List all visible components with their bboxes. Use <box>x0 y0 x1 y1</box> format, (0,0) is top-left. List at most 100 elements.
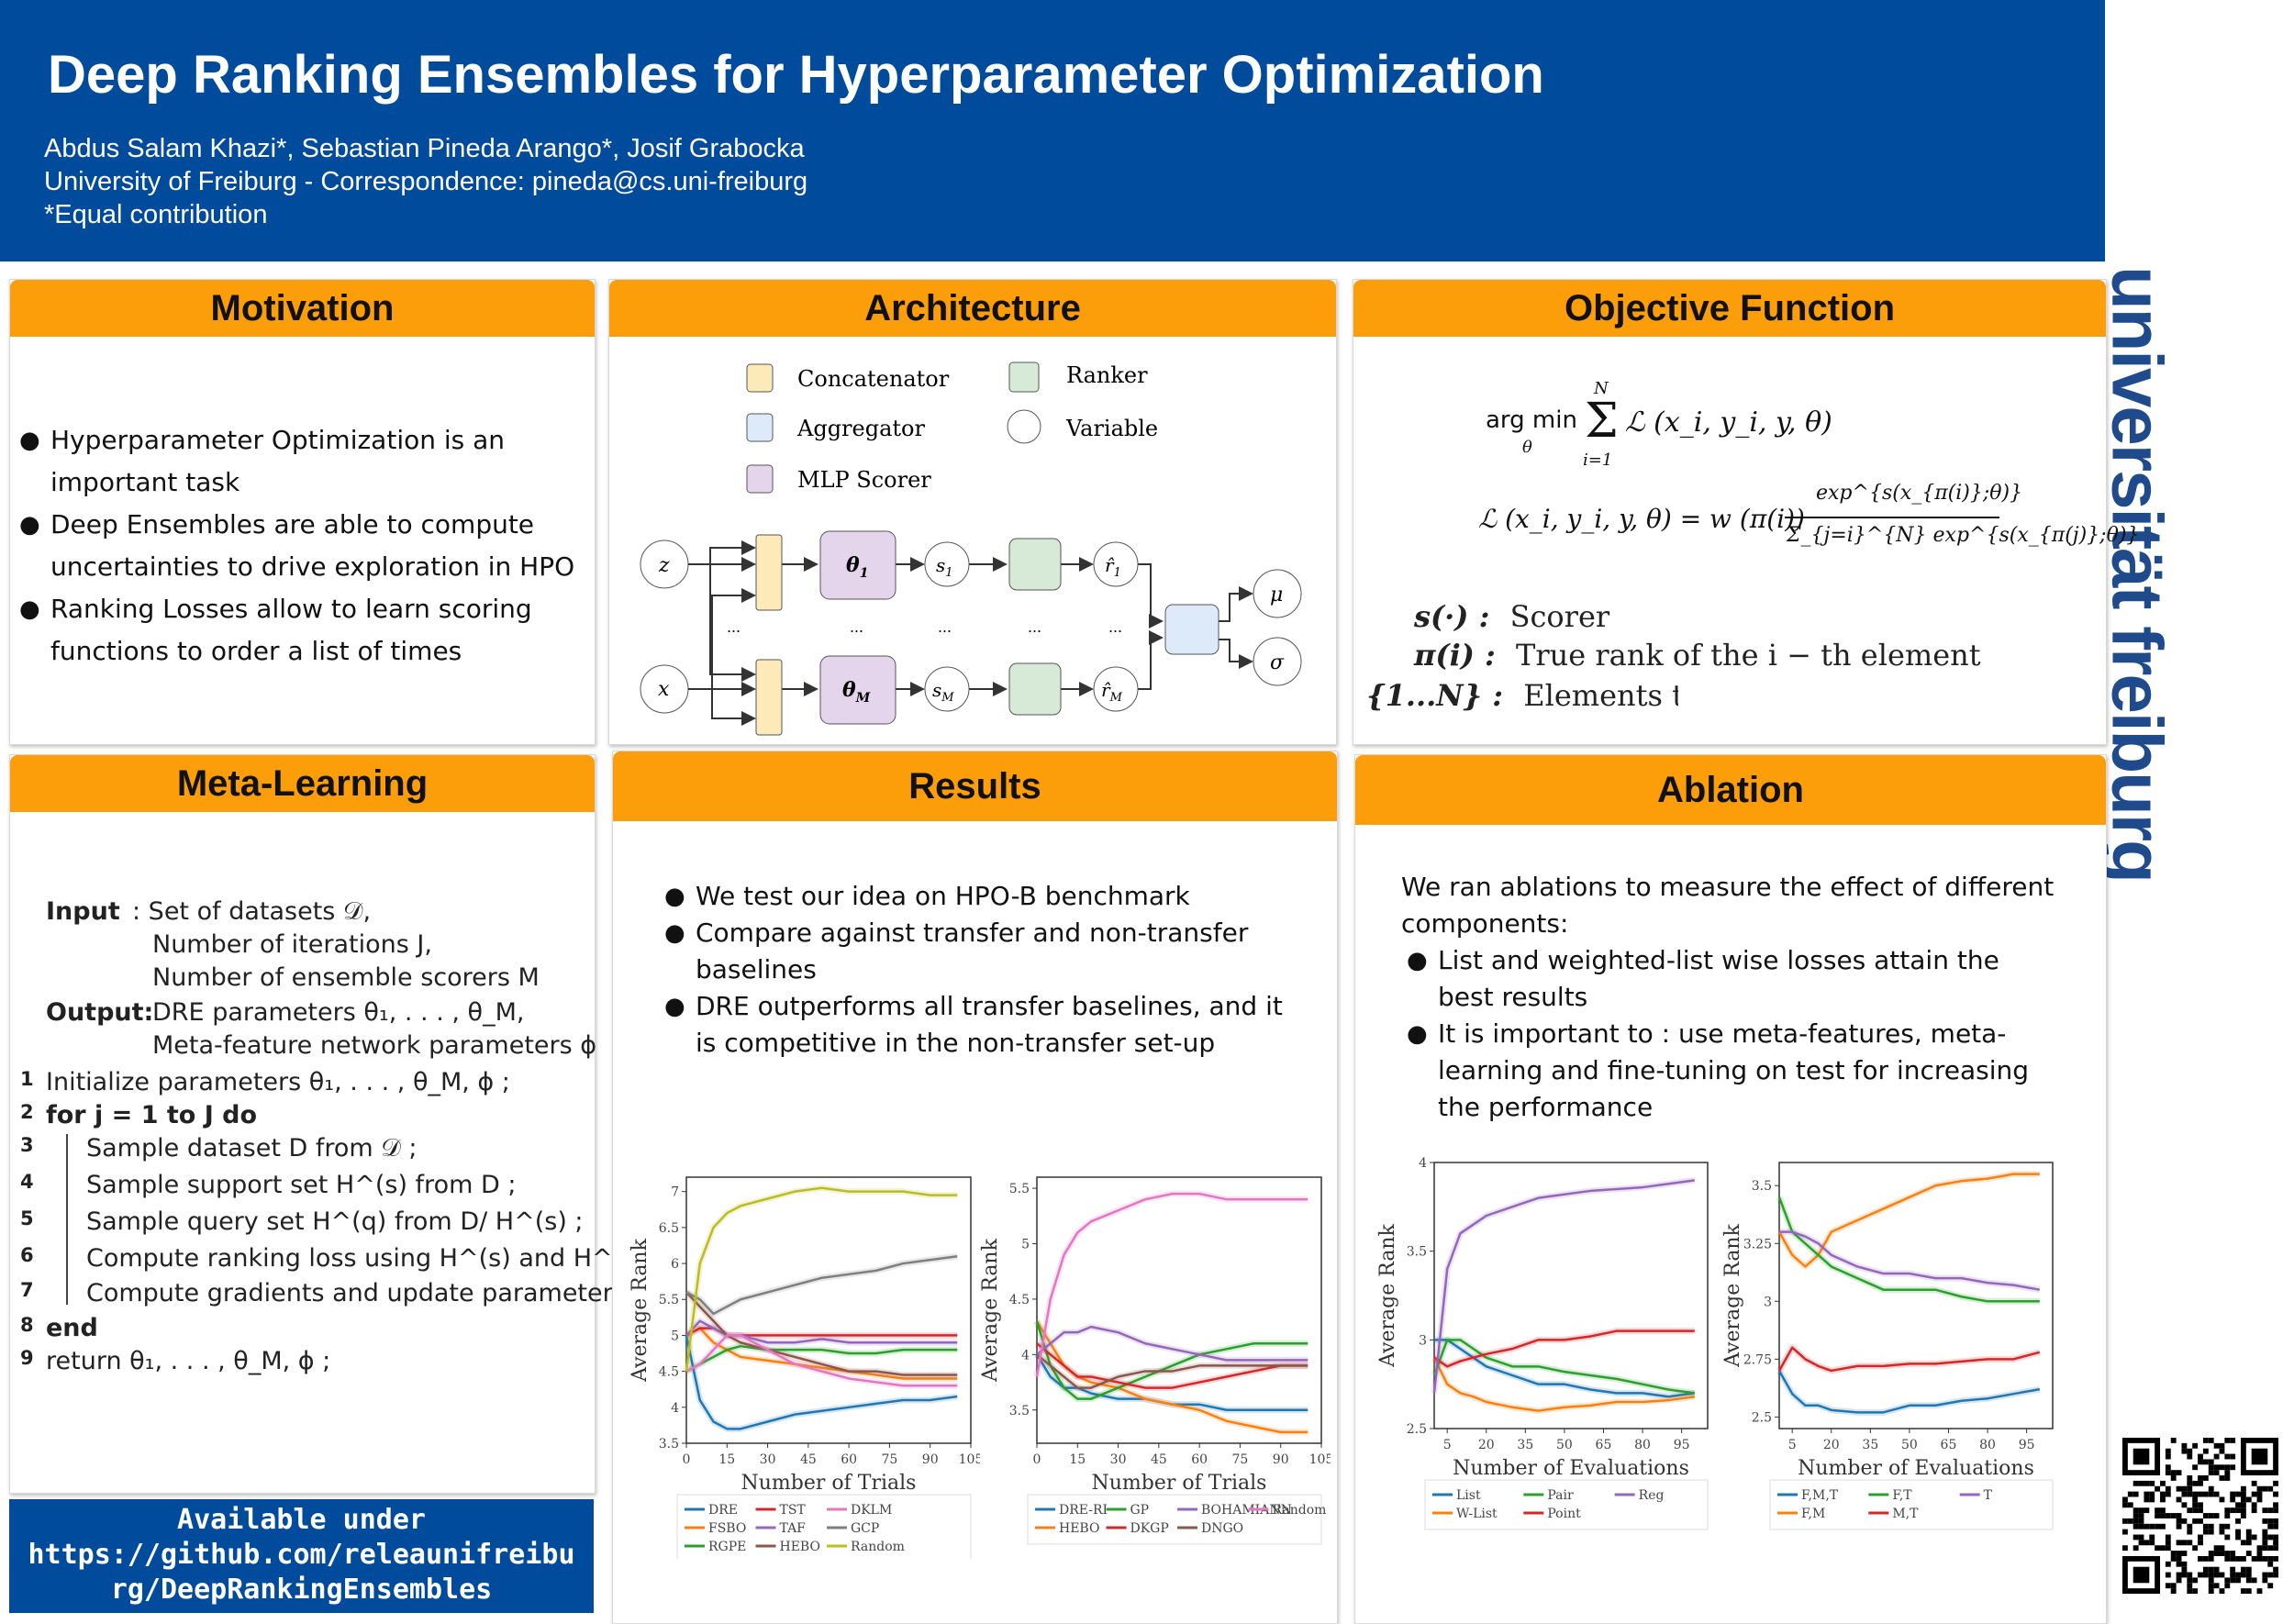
series-line <box>1036 1342 1308 1389</box>
legend-label: TST <box>780 1503 807 1518</box>
list-item: Deep Ensembles are able to compute uncer… <box>14 504 587 588</box>
x-tick-label: 15 <box>718 1452 735 1467</box>
score-sm-node <box>924 666 970 712</box>
list-item: It is important to : use meta-features, … <box>1401 1016 2062 1126</box>
scorer-theta-m <box>819 655 896 725</box>
x-tick-label: 50 <box>1556 1438 1573 1452</box>
algo-line: 6 Compute ranking loss using H^(s) and H^… <box>20 1244 664 1273</box>
ellipsis: ... <box>850 617 863 636</box>
poster-title: Deep Ranking Ensembles for Hyperparamete… <box>48 45 1544 105</box>
university-logo: universität freiburg <box>2097 266 2178 882</box>
score-s1-node <box>924 541 970 587</box>
mu-label: μ <box>1270 584 1283 606</box>
y-tick-label: 4.5 <box>1009 1293 1030 1307</box>
legend-label: Pair <box>1547 1488 1574 1503</box>
list-item: Ranking Losses allow to learn scoring fu… <box>14 588 587 673</box>
loss-denominator: Σ_{j=i}^{N} exp^{s(x_{π(j)};θ)} <box>1787 524 2140 547</box>
series-line <box>685 1254 958 1316</box>
legend-mlp-scorer: MLP Scorer <box>797 467 931 493</box>
y-tick-label: 3.25 <box>1743 1237 1772 1251</box>
def-elements: {1...N} : Elements to rank <box>1366 678 1678 713</box>
aggregator-block <box>1164 604 1219 655</box>
algo-line: 1 Initialize parameters θ₁, . . . , θ_M, … <box>20 1068 510 1096</box>
y-tick-label: 5 <box>1021 1238 1030 1252</box>
ablation-panel: Ablation We ran ablations to measure the… <box>1354 754 2107 1624</box>
ablation-list: List and weighted-list wise losses attai… <box>1401 942 2062 1126</box>
algo-output-2: Meta-feature network parameters ϕ <box>152 1031 597 1060</box>
y-tick-label: 4.5 <box>659 1365 679 1380</box>
x-tick-label: 95 <box>1674 1438 1690 1452</box>
x-tick-label: 20 <box>1823 1438 1840 1452</box>
x-tick-label: 50 <box>1901 1438 1918 1452</box>
x-tick-label: 75 <box>1232 1452 1249 1467</box>
architecture-panel: Architecture Concatenator Aggregator MLP… <box>608 279 1337 745</box>
list-item: We test our idea on HPO-B benchmark <box>659 878 1283 915</box>
github-link[interactable]: Available under https://github.com/relea… <box>9 1499 594 1613</box>
x-tick-label: 95 <box>2019 1438 2035 1452</box>
def-symbol: π(i) : <box>1414 638 1496 673</box>
x-tick-label: 45 <box>800 1452 817 1467</box>
x-tick-label: 5 <box>1788 1438 1797 1452</box>
x-tick-label: 60 <box>841 1452 857 1467</box>
rank-rm-node <box>1093 666 1139 712</box>
sum-upper: N <box>1594 379 1609 398</box>
ranker-top <box>1008 538 1062 591</box>
concatenator-bottom <box>755 659 783 736</box>
legend-label: DKGP <box>1130 1521 1169 1536</box>
legend-label: Random <box>1273 1503 1327 1518</box>
y-tick-label: 3 <box>1764 1295 1772 1309</box>
objective-panel: Objective Function arg min θ N Σ i=1 ℒ (… <box>1353 279 2139 745</box>
loss-expression: ℒ (x_i, y_i, y, θ) <box>1625 406 1832 439</box>
input-x-label: x <box>658 678 670 701</box>
y-tick-label: 2.75 <box>1743 1352 1772 1367</box>
series-line <box>1434 1339 1695 1398</box>
sigma-label: σ <box>1270 651 1285 674</box>
legend-label: F,M <box>1801 1507 1825 1521</box>
y-tick-label: 6.5 <box>659 1221 679 1236</box>
ellipsis: ... <box>727 617 741 636</box>
x-axis-label: Number of Trials <box>1092 1472 1267 1495</box>
series-line <box>1036 1353 1308 1389</box>
y-tick-label: 3.5 <box>659 1437 679 1452</box>
y-tick-label: 4 <box>1021 1348 1030 1363</box>
legend-label: DRE <box>708 1503 738 1518</box>
ellipsis: ... <box>938 617 952 636</box>
x-tick-label: 0 <box>683 1452 691 1467</box>
results-chart-transfer: 3.5 4 4.5 5 5.5 6 6.5 7 0 15 30 45 60 75 90 105 Number o… <box>629 1176 980 1559</box>
concatenator-top <box>755 534 783 611</box>
series-line <box>1433 1329 1695 1368</box>
legend-label: F,T <box>1892 1488 1912 1503</box>
legend-label: Reg <box>1639 1488 1665 1503</box>
series-line <box>1035 1320 1308 1400</box>
fraction-bar <box>1785 517 1999 518</box>
series-line <box>1432 1179 1695 1394</box>
legend-label: T <box>1984 1488 1993 1503</box>
sigma-node <box>1253 637 1302 686</box>
objective-header: Objective Function <box>1353 280 2106 337</box>
legend-label: HEBO <box>1059 1521 1099 1536</box>
ablation-chart-losses: 2.5 3 3.5 4 5 20 35 50 65 80 95 Number of Evaluatio… <box>1376 1156 1709 1530</box>
algo-input-label: Input <box>46 897 120 926</box>
results-list: We test our idea on HPO-B benchmark Comp… <box>659 878 1283 1062</box>
x-tick-label: 90 <box>922 1452 939 1467</box>
series-line <box>1432 1357 1695 1412</box>
variable-legend-swatch <box>1007 409 1041 444</box>
legend-box <box>676 1494 972 1559</box>
results-chart-non-transfer: 3.5 4 4.5 5 5.5 0 15 30 45 60 75 90 105 Number of Tri… <box>979 1176 1331 1545</box>
y-tick-label: 3.5 <box>1009 1404 1030 1418</box>
algo-line: 3 Sample dataset D from 𝒟 ; <box>20 1134 418 1162</box>
legend-label: TAF <box>780 1521 807 1536</box>
algo-input-2: Number of iterations J, <box>152 930 432 959</box>
architecture-header: Architecture <box>609 280 1336 337</box>
algo-line: 7 Compute gradients and update parameters… <box>20 1279 642 1307</box>
x-tick-label: 5 <box>1443 1438 1452 1452</box>
legend-box <box>1027 1494 1322 1545</box>
def-text: True rank of the i − th element <box>1515 638 1981 673</box>
x-tick-label: 30 <box>1110 1452 1127 1467</box>
x-tick-label: 65 <box>1596 1438 1612 1452</box>
theta-1-label: θ1 <box>846 553 868 581</box>
y-axis-label: Average Rank <box>629 1238 651 1383</box>
x-tick-label: 0 <box>1033 1452 1041 1467</box>
legend-label: DKLM <box>851 1503 892 1518</box>
ablation-intro: We ran ablations to measure the effect o… <box>1401 872 2055 939</box>
